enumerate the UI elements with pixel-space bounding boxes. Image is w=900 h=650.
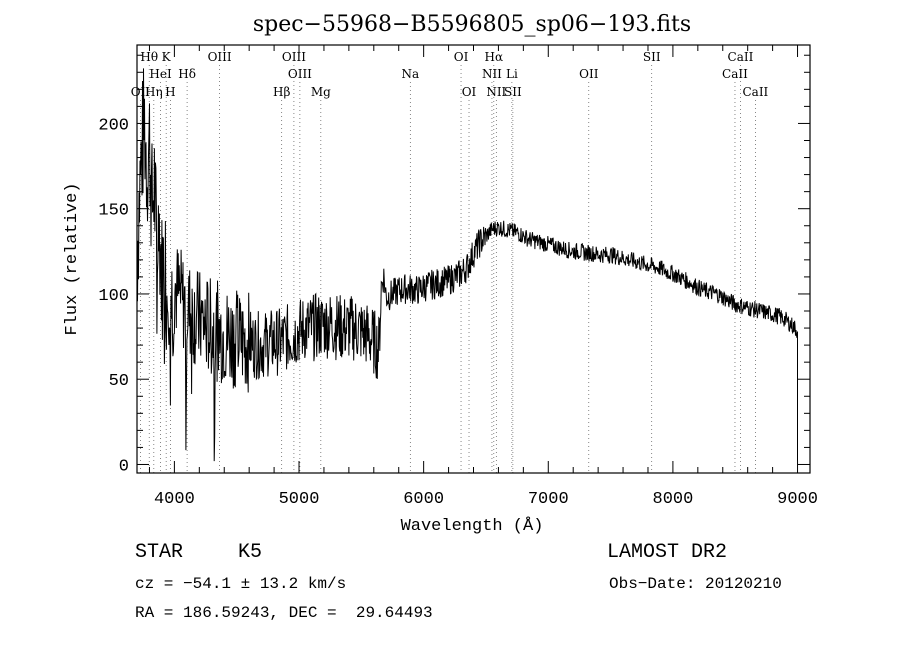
x-axis-title: Wavelength (Å) [401,517,544,536]
survey-name: LAMOST DR2 [607,541,728,564]
y-tick-label: 50 [109,372,129,391]
spectral-line-label: OIII [208,50,232,64]
spectral-line-label: Mg [311,85,331,99]
spectral-line-label: NII [486,85,506,99]
spectral-line-label: Na [401,67,419,81]
spectral-line-label: OI [462,85,477,99]
spectral-line-label: Hβ [273,85,290,99]
x-tick-label: 8000 [653,490,694,509]
x-axis-tick-labels: 4000 5000 6000 7000 8000 9000 [154,490,818,509]
plot-frame [136,44,811,474]
coordinates: RA = 186.59243, DEC = 29.64493 [135,604,433,622]
spectral-line-label: Hα [485,50,504,64]
spectral-line-label: OII [131,85,151,99]
y-axis-tick-labels: 0 50 100 150 200 [98,116,129,476]
object-type: STAR [135,541,184,564]
spectral-line-label: HeI [149,67,172,81]
x-tick-label: 9000 [777,490,818,509]
spectral-line-label: Hθ [140,50,158,64]
x-tick-label: 6000 [403,490,444,509]
spectral-line-label: Hη [145,85,163,99]
spectral-line-label: OIII [282,50,306,64]
x-tick-label: 7000 [528,490,569,509]
x-axis-ticks [148,45,799,473]
x-tick-label: 4000 [154,490,195,509]
obs-date: Obs−Date: 20120210 [609,575,782,593]
y-axis-title: Flux (relative) [63,182,82,335]
spectral-line-label: CaII [742,85,768,99]
x-tick-label: 5000 [279,490,320,509]
spectral-line-label: SII [643,50,661,64]
redshift-text: cz = −54.1 ± 13.2 km/s [135,575,347,593]
spectral-line-label: K [162,50,172,64]
spectral-line-label: OI [454,50,469,64]
y-tick-label: 150 [98,202,129,221]
y-tick-label: 100 [98,287,129,306]
spectral-line-label: NII [482,67,502,81]
chart-title: spec−55968−B5596805_sp06−193.fits [253,12,691,37]
spectral-line-label: CaII [728,50,754,64]
spectral-line-label: OIII [288,67,312,81]
spectral-line-label: SII [504,85,522,99]
subclass: K5 [238,541,263,564]
y-tick-label: 200 [98,116,129,135]
spectrum-line [136,68,798,462]
spectral-line-label: CaII [722,67,748,81]
spectral-line-label: Hδ [178,67,196,81]
y-axis-ticks [137,54,810,465]
spectral-line-label: Li [506,67,518,81]
y-tick-label: 0 [119,457,129,476]
spectral-line-label: OII [579,67,599,81]
spectral-line-label: H [165,85,175,99]
